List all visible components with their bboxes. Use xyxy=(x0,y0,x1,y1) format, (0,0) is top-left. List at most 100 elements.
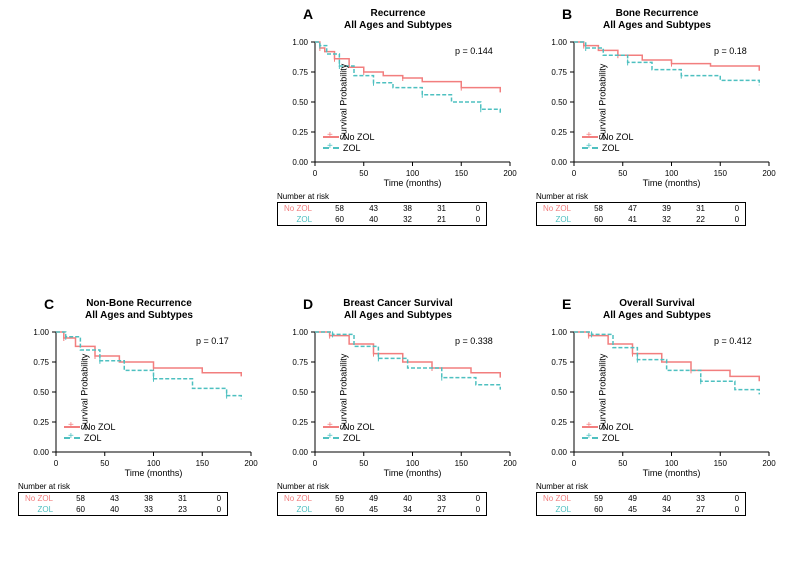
legend-nozol: No ZOL xyxy=(84,422,116,432)
legend-nozol: No ZOL xyxy=(343,132,375,142)
risk-table: No ZOL584338310ZOL604032210 xyxy=(277,202,487,226)
risk-block: Number at riskNo ZOL584338310ZOL60403221… xyxy=(277,192,487,226)
km-chart: Survival Probability0501001502000.000.25… xyxy=(574,42,769,162)
km-chart: Survival Probability0501001502000.000.25… xyxy=(56,332,251,452)
svg-text:100: 100 xyxy=(147,459,161,468)
y-axis-label: Survival Probability xyxy=(79,354,89,431)
legend-zol: ZOL xyxy=(602,433,620,443)
svg-text:200: 200 xyxy=(244,459,258,468)
x-axis-label: Time (months) xyxy=(315,178,510,188)
x-axis-label: Time (months) xyxy=(574,468,769,478)
km-chart: Survival Probability0501001502000.000.25… xyxy=(315,332,510,452)
svg-text:200: 200 xyxy=(503,169,517,178)
svg-text:0: 0 xyxy=(572,459,577,468)
svg-text:150: 150 xyxy=(196,459,210,468)
legend-zol: ZOL xyxy=(343,143,361,153)
svg-text:0.75: 0.75 xyxy=(551,358,567,367)
svg-text:0.00: 0.00 xyxy=(292,158,308,167)
x-axis-label: Time (months) xyxy=(56,468,251,478)
panel-title: Breast Cancer SurvivalAll Ages and Subty… xyxy=(275,298,521,321)
svg-text:0.25: 0.25 xyxy=(33,418,49,427)
svg-text:0.50: 0.50 xyxy=(292,388,308,397)
y-axis-label: Survival Probability xyxy=(338,354,348,431)
legend-nozol: No ZOL xyxy=(602,422,634,432)
risk-table: No ZOL594940330ZOL604534270 xyxy=(277,492,487,516)
svg-text:0.00: 0.00 xyxy=(551,158,567,167)
km-chart: Survival Probability0501001502000.000.25… xyxy=(315,42,510,162)
svg-text:200: 200 xyxy=(503,459,517,468)
panel-title: Bone RecurrenceAll Ages and Subtypes xyxy=(534,8,780,31)
svg-text:50: 50 xyxy=(359,459,368,468)
svg-text:150: 150 xyxy=(714,459,728,468)
svg-text:150: 150 xyxy=(455,459,469,468)
legend: No ZOLZOL xyxy=(323,422,375,444)
risk-block: Number at riskNo ZOL594940330ZOL60453427… xyxy=(536,482,746,516)
risk-table: No ZOL594940330ZOL604534270 xyxy=(536,492,746,516)
svg-text:100: 100 xyxy=(665,169,679,178)
legend-zol: ZOL xyxy=(343,433,361,443)
svg-text:200: 200 xyxy=(762,169,776,178)
figure: { "colors":{"nozol":"#f27e7e","zol":"#4e… xyxy=(0,0,800,565)
svg-text:100: 100 xyxy=(406,459,420,468)
panel-D: DBreast Cancer SurvivalAll Ages and Subt… xyxy=(275,296,521,556)
svg-text:0.25: 0.25 xyxy=(292,418,308,427)
svg-text:150: 150 xyxy=(714,169,728,178)
svg-text:0.25: 0.25 xyxy=(551,128,567,137)
panel-E: EOverall SurvivalAll Ages and Subtypesp … xyxy=(534,296,780,556)
x-axis-label: Time (months) xyxy=(574,178,769,188)
risk-table: No ZOL584338310ZOL604033230 xyxy=(18,492,228,516)
risk-block: Number at riskNo ZOL584338310ZOL60403323… xyxy=(18,482,228,516)
y-axis-label: Survival Probability xyxy=(597,64,607,141)
legend: No ZOLZOL xyxy=(582,132,634,154)
risk-header: Number at risk xyxy=(536,482,746,491)
risk-header: Number at risk xyxy=(18,482,228,491)
svg-text:0.50: 0.50 xyxy=(551,388,567,397)
svg-text:0.50: 0.50 xyxy=(33,388,49,397)
km-chart: Survival Probability0501001502000.000.25… xyxy=(574,332,769,452)
x-axis-label: Time (months) xyxy=(315,468,510,478)
svg-text:0.75: 0.75 xyxy=(551,68,567,77)
svg-text:0.25: 0.25 xyxy=(551,418,567,427)
risk-block: Number at riskNo ZOL584739310ZOL60413222… xyxy=(536,192,746,226)
svg-text:1.00: 1.00 xyxy=(292,38,308,47)
y-axis-label: Survival Probability xyxy=(597,354,607,431)
panel-A: ARecurrenceAll Ages and Subtypesp = 0.14… xyxy=(275,6,521,266)
svg-text:100: 100 xyxy=(665,459,679,468)
svg-text:50: 50 xyxy=(359,169,368,178)
y-axis-label: Survival Probability xyxy=(338,64,348,141)
svg-text:50: 50 xyxy=(618,459,627,468)
svg-text:0.00: 0.00 xyxy=(292,448,308,457)
svg-text:1.00: 1.00 xyxy=(551,38,567,47)
svg-text:0.75: 0.75 xyxy=(292,358,308,367)
svg-text:0: 0 xyxy=(313,459,318,468)
panel-B: BBone RecurrenceAll Ages and Subtypesp =… xyxy=(534,6,780,266)
svg-text:0: 0 xyxy=(313,169,318,178)
svg-text:1.00: 1.00 xyxy=(292,328,308,337)
panel-title: RecurrenceAll Ages and Subtypes xyxy=(275,8,521,31)
legend: No ZOLZOL xyxy=(64,422,116,444)
svg-text:0.75: 0.75 xyxy=(292,68,308,77)
svg-text:0: 0 xyxy=(572,169,577,178)
svg-text:0.75: 0.75 xyxy=(33,358,49,367)
legend-nozol: No ZOL xyxy=(602,132,634,142)
risk-block: Number at riskNo ZOL594940330ZOL60453427… xyxy=(277,482,487,516)
svg-text:1.00: 1.00 xyxy=(33,328,49,337)
svg-text:0: 0 xyxy=(54,459,59,468)
legend: No ZOLZOL xyxy=(323,132,375,154)
svg-text:50: 50 xyxy=(618,169,627,178)
legend-nozol: No ZOL xyxy=(343,422,375,432)
svg-text:0.50: 0.50 xyxy=(292,98,308,107)
svg-text:100: 100 xyxy=(406,169,420,178)
panel-title: Non-Bone RecurrenceAll Ages and Subtypes xyxy=(16,298,262,321)
risk-header: Number at risk xyxy=(277,482,487,491)
svg-text:150: 150 xyxy=(455,169,469,178)
risk-header: Number at risk xyxy=(536,192,746,201)
svg-text:0.00: 0.00 xyxy=(33,448,49,457)
panel-title: Overall SurvivalAll Ages and Subtypes xyxy=(534,298,780,321)
svg-text:200: 200 xyxy=(762,459,776,468)
legend-zol: ZOL xyxy=(602,143,620,153)
panel-C: CNon-Bone RecurrenceAll Ages and Subtype… xyxy=(16,296,262,556)
svg-text:0.00: 0.00 xyxy=(551,448,567,457)
svg-text:1.00: 1.00 xyxy=(551,328,567,337)
legend: No ZOLZOL xyxy=(582,422,634,444)
